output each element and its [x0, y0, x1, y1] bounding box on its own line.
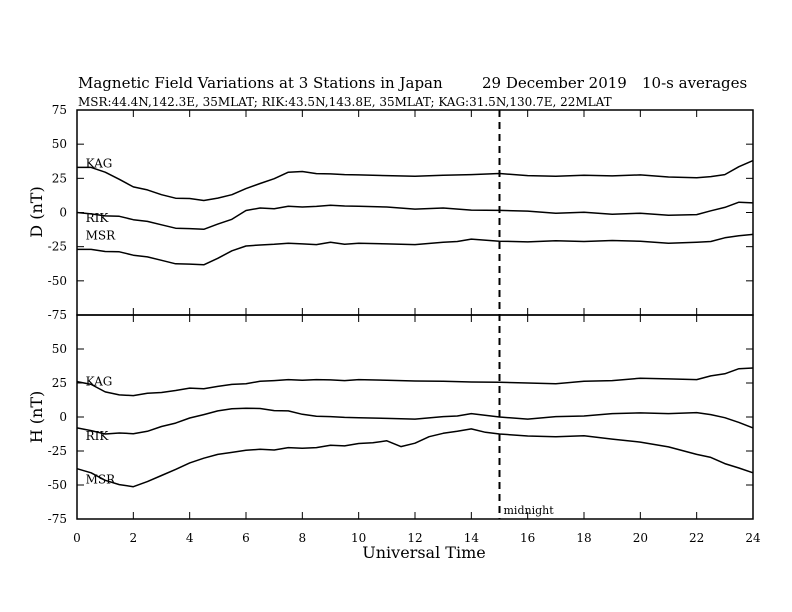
d-panel-series: KAG RIK MSR	[76, 156, 754, 266]
h-ytick-label: 50	[52, 342, 67, 356]
chart-title: Magnetic Field Variations at 3 Stations …	[78, 74, 443, 92]
h-panel-ticks: 50 25 0 -25 -50 -75	[48, 315, 754, 526]
x-tick-label: 0	[73, 531, 81, 545]
h-panel-frame	[76, 314, 754, 520]
chart-averaging: 10-s averages	[642, 74, 747, 92]
d-ytick-label: -25	[48, 240, 67, 254]
d-kag-trace	[77, 159, 754, 202]
d-panel-ticks: 75 50 25 0 -25 -50 -75	[48, 103, 754, 322]
station-coordinates: MSR:44.4N,142.3E, 35MLAT; RIK:43.5N,143.…	[78, 95, 612, 109]
d-ytick-label: -50	[48, 274, 67, 288]
h-kag-trace	[76, 367, 754, 397]
d-msr-label: MSR	[86, 229, 117, 243]
x-tick-label: 14	[464, 531, 480, 545]
h-msr-label: MSR	[86, 473, 117, 487]
h-panel-series: KAG RIK MSR	[76, 367, 754, 488]
h-ytick-label: 25	[52, 376, 67, 390]
x-tick-label: 24	[745, 531, 761, 545]
x-tick-label: 2	[130, 531, 138, 545]
chart-date: 29 December 2019	[482, 74, 627, 92]
x-axis: 0 2 4 6 8 10 12 14 16 18 20 22 24	[73, 531, 761, 545]
h-ytick-label: -25	[48, 444, 67, 458]
x-tick-label: 18	[576, 531, 591, 545]
x-tick-label: 16	[520, 531, 535, 545]
x-tick-label: 6	[242, 531, 250, 545]
h-component-panel: 50 25 0 -25 -50 -75 KAG RIK MSR H (nT)	[27, 314, 754, 526]
midnight-label: midnight	[504, 504, 555, 517]
x-tick-label: 22	[689, 531, 704, 545]
x-tick-label: 20	[633, 531, 648, 545]
d-axis-title: D (nT)	[27, 186, 46, 237]
h-ytick-label: 0	[59, 410, 67, 424]
d-rik-label: RIK	[86, 211, 110, 225]
x-tick-label: 10	[351, 531, 366, 545]
d-kag-label: KAG	[86, 156, 113, 170]
d-msr-trace	[77, 233, 754, 266]
d-ytick-label: 75	[52, 103, 67, 117]
x-tick-label: 4	[186, 531, 194, 545]
d-rik-trace	[76, 201, 754, 231]
x-axis-title: Universal Time	[362, 543, 485, 562]
d-component-panel: 75 50 25 0 -25 -50 -75 KAG RIK MSR D (nT)	[27, 103, 754, 322]
d-ytick-label: 25	[52, 171, 67, 185]
h-rik-label: RIK	[86, 429, 110, 443]
d-ytick-label: 50	[52, 137, 67, 151]
h-ytick-label: -50	[48, 478, 67, 492]
x-tick-label: 8	[299, 531, 307, 545]
d-panel-frame	[76, 109, 754, 316]
h-rik-trace	[76, 407, 754, 435]
h-axis-title: H (nT)	[27, 391, 46, 444]
d-ytick-label: -75	[48, 308, 67, 322]
h-kag-label: KAG	[86, 375, 113, 389]
x-tick-label: 12	[407, 531, 422, 545]
h-msr-trace	[76, 428, 754, 488]
d-ytick-label: 0	[59, 206, 67, 220]
h-ytick-label: -75	[48, 512, 67, 526]
